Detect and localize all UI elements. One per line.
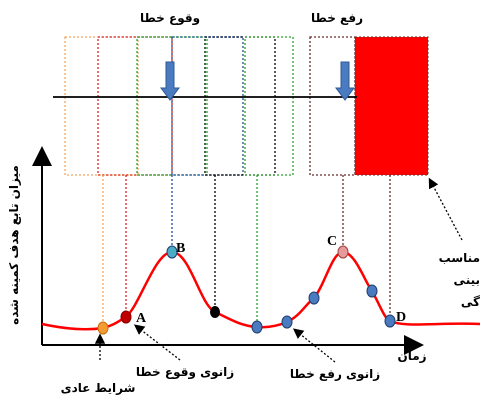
- arrow-occurrence: [160, 61, 180, 101]
- window: [171, 36, 244, 176]
- point: [366, 284, 378, 298]
- pointer: [292, 328, 336, 363]
- pointer: [428, 177, 463, 241]
- point: [120, 310, 132, 324]
- point: [308, 291, 320, 305]
- side-note: بینی: [454, 273, 480, 287]
- point: [281, 315, 293, 329]
- links: [102, 175, 391, 326]
- y-axis-label: میزان تابع هدف کمینه شده: [7, 165, 21, 325]
- point-label: D: [396, 310, 406, 325]
- side-note: مناسب: [439, 251, 480, 265]
- pointer: [133, 324, 181, 361]
- arrow-removal: [335, 61, 355, 101]
- x-axis-label: زمان: [397, 349, 426, 363]
- point: [384, 314, 396, 328]
- side-note: گی: [461, 295, 480, 309]
- point: [337, 245, 349, 259]
- objective-curve: [41, 250, 480, 331]
- window: [204, 36, 276, 176]
- label: شرایط عادی: [61, 381, 136, 395]
- label: وقوع خطا: [140, 11, 200, 26]
- label: زانوی وقوع خطا: [136, 365, 234, 380]
- point: [210, 306, 220, 318]
- point-label: C: [327, 234, 337, 249]
- window: [244, 36, 294, 176]
- point: [166, 245, 178, 259]
- point-label: B: [176, 241, 185, 256]
- point-label: A: [136, 311, 147, 326]
- windows: [64, 36, 429, 176]
- label: رفع خطا: [311, 11, 363, 25]
- window: [97, 36, 173, 176]
- point: [251, 320, 263, 334]
- point: [97, 321, 109, 335]
- window: [309, 36, 356, 176]
- window: [64, 36, 139, 176]
- prediction-window: [354, 36, 429, 176]
- points: [97, 245, 396, 335]
- label: زانوی رفع خطا: [290, 367, 380, 382]
